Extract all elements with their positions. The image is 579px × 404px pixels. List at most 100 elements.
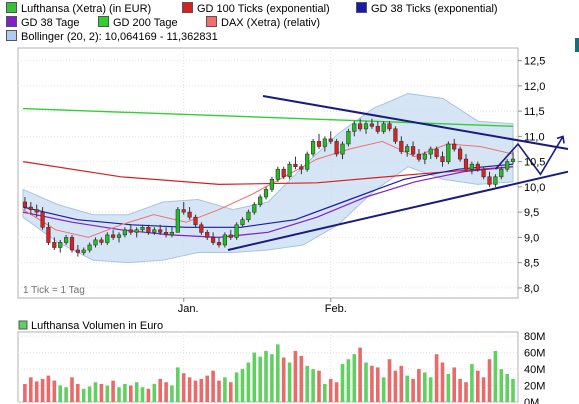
candle-body xyxy=(499,168,504,178)
price-y-tick-label: 10,0 xyxy=(524,182,545,194)
candle-body xyxy=(281,168,286,178)
price-y-tick-label: 8,5 xyxy=(524,258,539,270)
candle-body xyxy=(416,153,422,160)
volume-bar xyxy=(199,378,204,402)
candle-body xyxy=(64,237,69,243)
ema38-ticks-line xyxy=(22,163,514,228)
candle-body xyxy=(269,179,275,190)
candle-body xyxy=(169,232,175,236)
volume-bar xyxy=(393,370,398,402)
candle-body xyxy=(357,123,363,130)
volume-bar xyxy=(270,354,274,402)
volume-bar xyxy=(323,383,327,402)
volume-bar xyxy=(505,374,509,402)
volume-bar xyxy=(293,350,298,402)
volume-bar xyxy=(140,387,145,402)
price-y-tick-label: 12,0 xyxy=(524,81,545,93)
volume-bar xyxy=(81,388,86,402)
forecast-arrowhead-icon xyxy=(556,135,565,144)
candle-body xyxy=(487,176,492,185)
candle-body xyxy=(293,163,298,167)
volume-bar xyxy=(311,369,315,402)
price-x-axis: Jan. Feb. xyxy=(178,298,347,315)
volume-bar xyxy=(434,354,439,402)
candle-body xyxy=(211,237,216,243)
candle-body xyxy=(46,227,51,243)
volume-bar xyxy=(246,362,251,402)
candle-body xyxy=(99,239,104,243)
candle-body xyxy=(158,229,163,233)
volume-y-tick-label: 80M xyxy=(524,331,545,343)
volume-bar xyxy=(258,356,262,402)
volume-y-tick-label: 40M xyxy=(524,364,545,376)
trendline xyxy=(227,170,569,251)
candle-body xyxy=(381,123,386,132)
volume-bar xyxy=(387,359,392,402)
volume-bar xyxy=(281,357,286,402)
volume-bar xyxy=(70,377,74,402)
scroll-edge-handle[interactable] xyxy=(575,38,579,52)
candle-body xyxy=(510,158,516,162)
volume-bar xyxy=(487,359,492,402)
legend-label: Bollinger (20, 2): 10,064169 - 11,362831 xyxy=(21,31,218,43)
volume-bar xyxy=(187,377,192,402)
candle-body xyxy=(75,249,80,253)
candle-body xyxy=(422,153,427,160)
volume-y-tick-label: 0M xyxy=(524,397,539,404)
volume-bar xyxy=(381,377,386,402)
legend-label: GD 200 Tage xyxy=(113,17,178,29)
candle-body xyxy=(434,148,439,157)
volume-bar xyxy=(352,354,357,402)
price-y-tick-label: 11,5 xyxy=(524,106,545,118)
volume-bar xyxy=(305,365,309,402)
legend-item-gd38-ticks: GD 38 Ticks (exponential) xyxy=(356,2,498,16)
volume-bar xyxy=(346,359,351,402)
volume-y-axis: 80M 60M 40M 20M 0M xyxy=(524,331,545,404)
volume-y-tick-label: 60M xyxy=(524,348,545,360)
candle-body xyxy=(146,227,151,233)
candle-body xyxy=(193,216,198,226)
candle-body xyxy=(387,123,392,130)
volume-bar xyxy=(458,378,462,402)
volume-bar xyxy=(364,362,368,402)
candle-body xyxy=(22,201,28,208)
candle-body xyxy=(105,234,110,243)
volume-bar xyxy=(34,381,39,402)
candle-body xyxy=(28,206,33,210)
volume-bar xyxy=(411,378,415,402)
candle-body xyxy=(252,204,257,213)
candle-body xyxy=(116,234,122,238)
candle-body xyxy=(34,209,39,213)
volume-bar xyxy=(470,364,474,402)
volume-bar xyxy=(117,387,121,402)
candle-body xyxy=(393,128,398,142)
volume-y-tick-label: 20M xyxy=(524,381,545,393)
volume-bars xyxy=(23,344,515,402)
volume-bar xyxy=(299,355,304,402)
legend-item-gd100-ticks: GD 100 Ticks (exponential) xyxy=(182,2,330,16)
legend-swatch-icon xyxy=(6,16,17,27)
candle-body xyxy=(175,209,180,233)
forecast-arrow-line xyxy=(494,135,564,176)
legend-item-lufthansa: Lufthansa (Xetra) (in EUR) xyxy=(6,2,151,16)
volume-bar xyxy=(234,372,239,402)
legend-label: GD 38 Tage xyxy=(21,17,80,29)
volume-bar xyxy=(452,367,456,402)
volume-bar xyxy=(370,365,374,402)
candle-body xyxy=(352,123,357,132)
price-y-tick-label: 9,0 xyxy=(524,232,539,244)
volume-bar xyxy=(287,362,292,402)
candle-body xyxy=(299,166,304,170)
price-y-tick-label: 12,5 xyxy=(524,56,545,68)
volume-title: Lufthansa Volumen in Euro xyxy=(31,320,163,332)
price-y-tick-label: 11,0 xyxy=(524,131,545,143)
sma38-days-line xyxy=(22,166,514,239)
volume-bar xyxy=(328,378,333,402)
volume-bar xyxy=(176,367,180,402)
trendline xyxy=(262,95,569,150)
volume-bar xyxy=(193,380,198,402)
volume-bar xyxy=(123,383,127,402)
legend-swatch-icon xyxy=(6,30,17,41)
candle-body xyxy=(287,163,292,178)
legend-swatch-icon xyxy=(182,2,193,13)
